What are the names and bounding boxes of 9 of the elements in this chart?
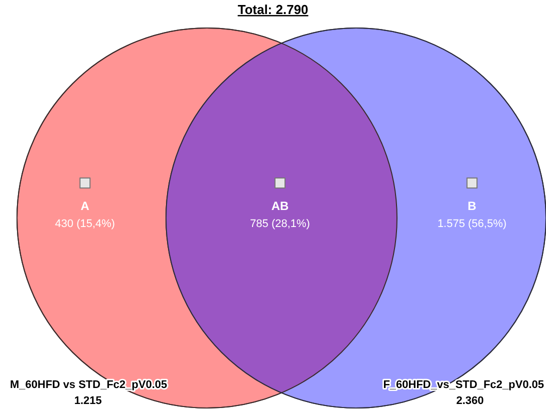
data-label: 1.575 (56,5%) xyxy=(437,218,507,230)
data-label: 785 (28,1%) xyxy=(250,218,310,230)
category-label: AB xyxy=(271,199,289,213)
text: 1.215 xyxy=(74,395,102,407)
text: 2.360 xyxy=(456,395,484,407)
category-label: A xyxy=(80,199,90,213)
data-label: 430 (15,4%) xyxy=(55,218,115,230)
text: Total: 2.790 xyxy=(238,2,308,17)
category-label: B xyxy=(468,199,477,213)
